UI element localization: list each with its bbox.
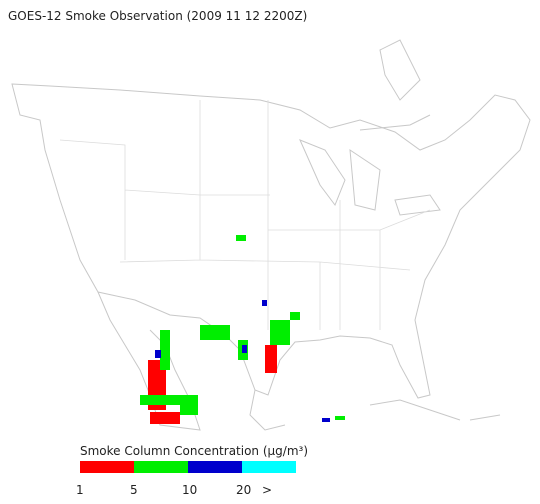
caribbean — [369, 399, 501, 421]
color-bar-segment — [188, 461, 242, 473]
canada — [359, 39, 431, 131]
smoke — [262, 300, 267, 306]
smoke — [160, 330, 170, 370]
color-bar-segment — [80, 461, 134, 473]
smoke — [180, 395, 198, 415]
smoke — [200, 325, 230, 340]
us-outline — [11, 83, 531, 399]
smoke — [322, 418, 330, 422]
smoke — [140, 395, 180, 405]
basemap — [11, 39, 531, 431]
color-bar-segment — [242, 461, 296, 473]
legend-tick-label: 10 — [182, 483, 197, 497]
legend-tick-label: 1 — [76, 483, 84, 497]
smoke — [242, 345, 247, 353]
legend-title: Smoke Column Concentration (μg/m³) — [80, 444, 308, 458]
state-lines — [59, 100, 431, 330]
smoke — [155, 350, 161, 358]
legend-tick-label: 20 — [236, 483, 251, 497]
smoke — [265, 345, 277, 373]
smoke — [270, 320, 290, 345]
color-bar-segment — [134, 461, 188, 473]
smoke — [236, 235, 246, 241]
smoke — [335, 416, 345, 420]
legend-tick-label: 5 — [130, 483, 138, 497]
smoke-pixels — [140, 235, 345, 424]
legend-tick-label: > — [262, 483, 272, 497]
title: GOES-12 Smoke Observation (2009 11 12 22… — [8, 9, 307, 23]
smoke — [150, 412, 180, 424]
mexico-outline — [97, 291, 286, 431]
great-lakes — [299, 139, 441, 216]
smoke — [290, 312, 300, 320]
legend: Smoke Column Concentration (μg/m³) 1 5 10 2… — [76, 444, 308, 497]
